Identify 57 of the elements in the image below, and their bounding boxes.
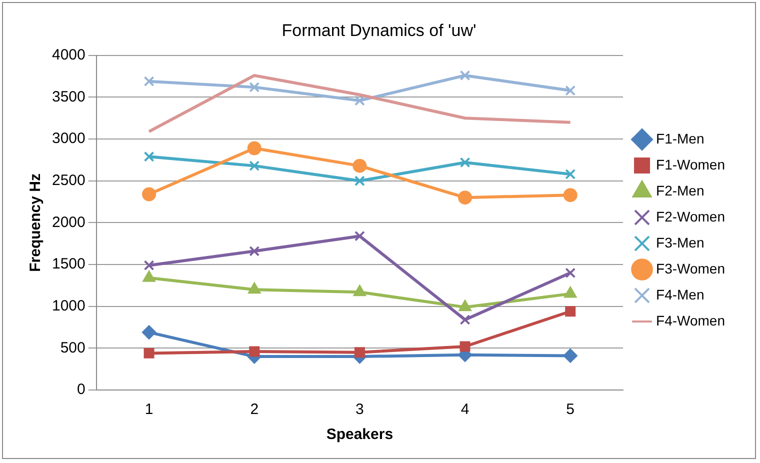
point	[565, 306, 576, 317]
legend-label: F4-Men	[656, 286, 704, 302]
y-tick-label: 500	[60, 339, 86, 356]
point	[563, 188, 578, 202]
point	[460, 314, 470, 325]
point	[144, 151, 154, 162]
legend-label: F1-Women	[656, 156, 726, 172]
point	[247, 141, 262, 156]
point	[565, 168, 576, 180]
point	[142, 187, 156, 202]
y-tick-label: 0	[77, 381, 86, 398]
legend-label: F2-Men	[656, 182, 704, 198]
y-tick-label: 2000	[52, 214, 86, 231]
legend-label: F2-Women	[656, 208, 726, 224]
point	[564, 286, 577, 298]
point	[249, 246, 260, 256]
point	[458, 190, 472, 205]
x-tick-label: 3	[356, 401, 364, 418]
point	[354, 347, 365, 358]
y-tick-label: 3500	[52, 88, 86, 106]
x-tick-label: 5	[566, 401, 575, 418]
y-tick-label: 2500	[52, 172, 86, 190]
point	[144, 76, 154, 87]
x-axis-title: Speakers	[326, 426, 394, 444]
point	[563, 348, 578, 363]
point	[248, 282, 261, 294]
point	[144, 348, 154, 358]
y-tick-label: 3000	[52, 130, 86, 148]
point	[565, 268, 576, 278]
x-tick-label: 4	[460, 401, 470, 418]
point	[142, 270, 156, 282]
point	[354, 285, 366, 296]
point	[352, 158, 367, 173]
x-tick-label: 2	[250, 401, 259, 418]
y-axis-title: Frequency Hz	[27, 174, 44, 272]
point	[354, 176, 365, 186]
point	[460, 70, 470, 81]
point	[354, 230, 365, 242]
point	[460, 341, 470, 352]
point	[249, 82, 260, 92]
y-tick-label: 1000	[52, 297, 86, 314]
point	[565, 85, 576, 96]
point	[249, 160, 260, 172]
point	[458, 300, 472, 312]
point	[249, 346, 260, 357]
legend-label: F4-Women	[656, 312, 726, 328]
point	[144, 260, 154, 271]
legend-label: F3-Men	[656, 234, 704, 250]
legend-label: F1-Men	[656, 130, 704, 146]
chart-title: Formant Dynamics of 'uw'	[282, 20, 476, 40]
point	[142, 325, 156, 340]
x-tick-label: 1	[144, 401, 154, 418]
point	[354, 95, 365, 106]
legend-label: F3-Women	[656, 260, 726, 276]
point	[460, 157, 470, 168]
y-tick-label: 4000	[52, 46, 86, 64]
y-tick-label: 1500	[52, 256, 86, 273]
